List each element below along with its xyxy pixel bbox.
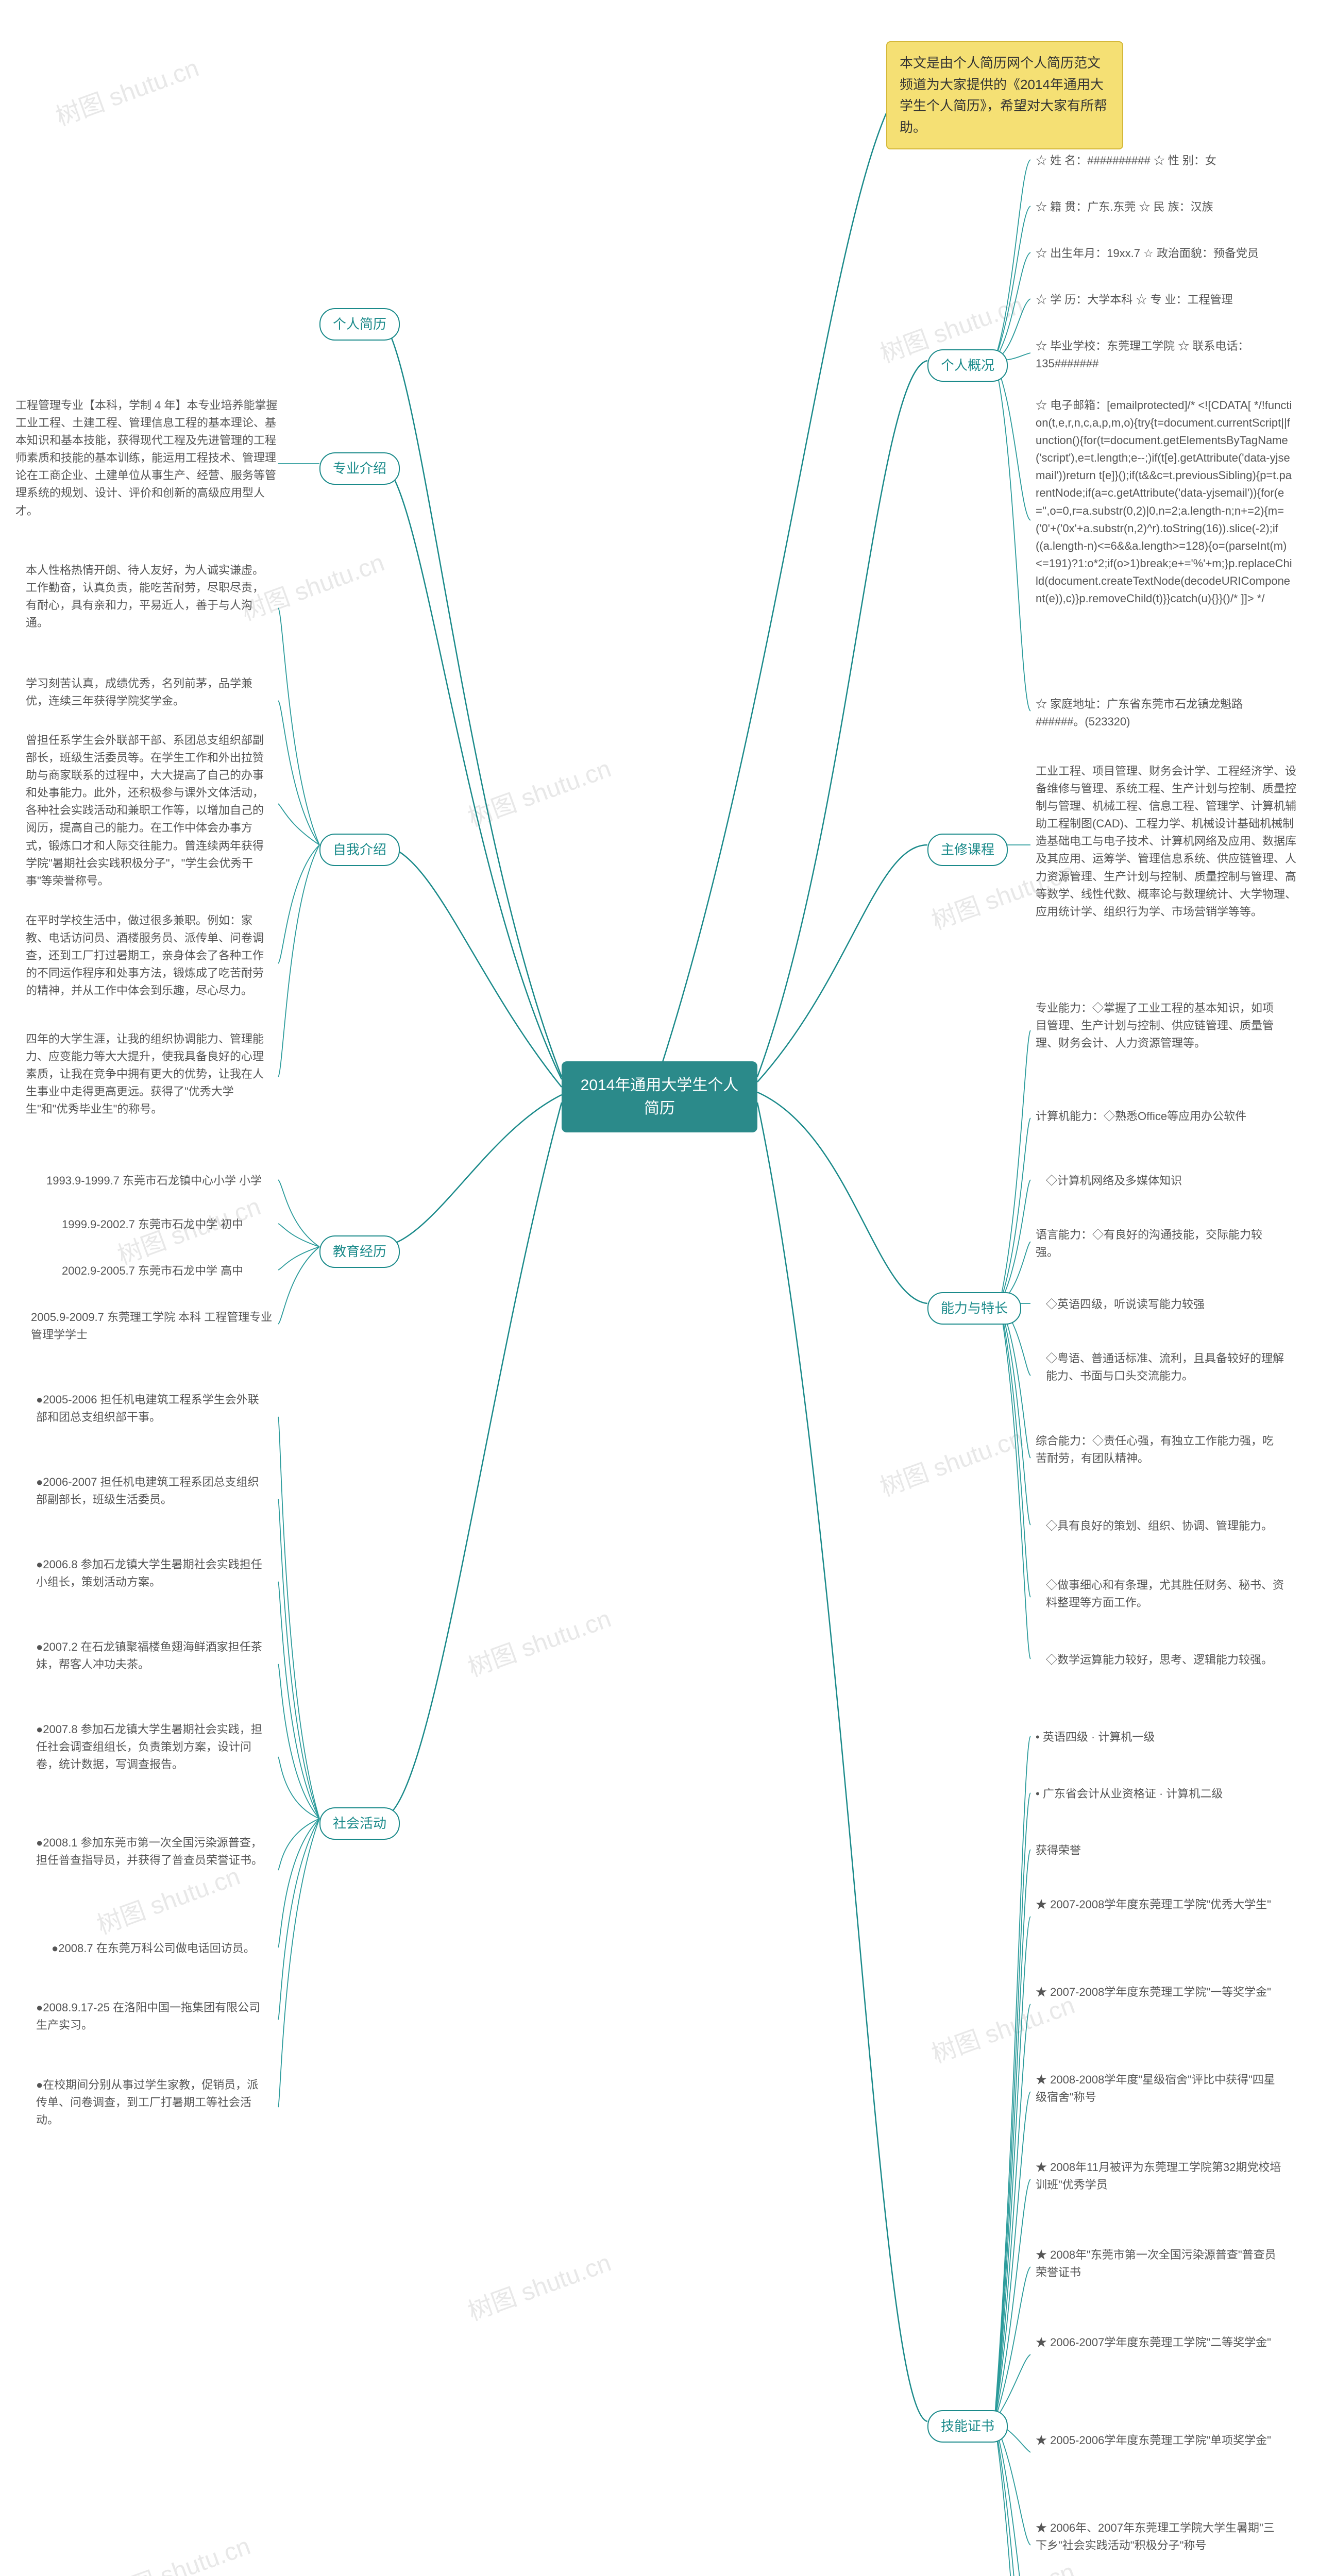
leaf-self-0: 本人性格热情开朗、待人友好，为人诚实谦虚。工作勤奋，认真负责，能吃苦耐劳，尽职尽…	[26, 562, 273, 632]
leaf-soc-5: ●2008.1 参加东莞市第一次全国污染源普查，担任普查指导员，并获得了普查员荣…	[36, 1834, 263, 1869]
branch-major-intro: 专业介绍	[319, 452, 400, 485]
leaf-self-2: 曾担任系学生会外联部干部、系团总支组织部副部长，班级生活委员等。在学生工作和外出…	[26, 732, 273, 890]
leaf-abil-1: 计算机能力：◇熟悉Office等应用办公软件	[1036, 1108, 1246, 1125]
branch-self-intro: 自我介绍	[319, 834, 400, 866]
leaf-abil-6: 综合能力：◇责任心强，有独立工作能力强，吃苦耐劳，有团队精神。	[1036, 1432, 1283, 1467]
branch-profile: 个人概况	[927, 349, 1008, 382]
leaf-soc-7: ●2008.9.17-25 在洛阳中国一拖集团有限公司生产实习。	[36, 1999, 263, 2034]
leaf-abil-7: ◇具有良好的策划、组织、协调、管理能力。	[1046, 1517, 1273, 1535]
leaf-abil-0: 专业能力：◇掌握了工业工程的基本知识，如项目管理、生产计划与控制、供应链管理、质…	[1036, 999, 1283, 1052]
leaf-soc-6: ●2008.7 在东莞万科公司做电话回访员。	[52, 1940, 255, 1957]
leaf-edu-2: 2002.9-2005.7 东莞市石龙中学 高中	[62, 1262, 243, 1280]
leaf-self-4: 四年的大学生涯，让我的组织协调能力、管理能力、应变能力等大大提升，使我具备良好的…	[26, 1030, 273, 1118]
leaf-cert-2: 获得荣誉	[1036, 1842, 1081, 1859]
leaf-course-0: 工业工程、项目管理、财务会计学、工程经济学、设备维修与管理、系统工程、生产计划与…	[1036, 762, 1304, 921]
leaf-cert-10: ★ 2006年、2007年东莞理工学院大学生暑期"三下乡"社会实践活动"积极分子…	[1036, 2519, 1283, 2554]
leaf-prof-3: ☆ 学 历：大学本科 ☆ 专 业：工程管理	[1036, 291, 1233, 309]
leaf-cert-8: ★ 2006-2007学年度东莞理工学院"二等奖学金"	[1036, 2334, 1271, 2351]
leaf-abil-3: 语言能力：◇有良好的沟通技能，交际能力较强。	[1036, 1226, 1283, 1261]
leaf-prof-0: ☆ 姓 名：########## ☆ 性 别：女	[1036, 152, 1216, 170]
leaf-prof-6: ☆ 家庭地址：广东省东莞市石龙镇龙魁路######。(523320)	[1036, 696, 1283, 731]
root-node: 2014年通用大学生个人简历	[562, 1061, 757, 1132]
leaf-self-1: 学习刻苦认真，成绩优秀，名列前茅，品学兼优，连续三年获得学院奖学金。	[26, 675, 273, 710]
leaf-soc-3: ●2007.2 在石龙镇聚福楼鱼翅海鲜酒家担任茶妹，帮客人冲功夫茶。	[36, 1638, 263, 1673]
leaf-soc-0: ●2005-2006 担任机电建筑工程系学生会外联部和团总支组织部干事。	[36, 1391, 263, 1426]
branch-social: 社会活动	[319, 1807, 400, 1840]
leaf-cert-1: • 广东省会计从业资格证 · 计算机二级	[1036, 1785, 1223, 1803]
leaf-abil-5: ◇粤语、普通话标准、流利，且具备较好的理解能力、书面与口头交流能力。	[1046, 1350, 1293, 1385]
branch-courses: 主修课程	[927, 834, 1008, 866]
leaf-edu-3: 2005.9-2009.7 东莞理工学院 本科 工程管理专业 管理学学士	[31, 1309, 278, 1344]
intro-box: 本文是由个人简历网个人简历范文频道为大家提供的《2014年通用大学生个人简历》，…	[886, 41, 1123, 149]
leaf-prof-1: ☆ 籍 贯：广东.东莞 ☆ 民 族：汉族	[1036, 198, 1213, 216]
leaf-soc-2: ●2006.8 参加石龙镇大学生暑期社会实践担任小组长，策划活动方案。	[36, 1556, 263, 1591]
leaf-self-3: 在平时学校生活中，做过很多兼职。例如：家教、电话访问员、酒楼服务员、派传单、问卷…	[26, 912, 273, 999]
leaf-cert-3: ★ 2007-2008学年度东莞理工学院"优秀大学生"	[1036, 1896, 1271, 1913]
leaf-cert-9: ★ 2005-2006学年度东莞理工学院"单项奖学金"	[1036, 2432, 1271, 2449]
leaf-abil-4: ◇英语四级，听说读写能力较强	[1046, 1296, 1205, 1313]
leaf-cert-5: ★ 2008-2008学年度"星级宿舍"评比中获得"四星级宿舍"称号	[1036, 2071, 1283, 2106]
branch-education: 教育经历	[319, 1235, 400, 1268]
leaf-abil-8: ◇做事细心和有条理，尤其胜任财务、秘书、资料整理等方面工作。	[1046, 1577, 1293, 1612]
leaf-abil-2: ◇计算机网络及多媒体知识	[1046, 1172, 1182, 1190]
leaf-cert-0: • 英语四级 · 计算机一级	[1036, 1728, 1155, 1746]
branch-certificates: 技能证书	[927, 2410, 1008, 2443]
leaf-cert-4: ★ 2007-2008学年度东莞理工学院"一等奖学金"	[1036, 1984, 1271, 2001]
leaf-soc-1: ●2006-2007 担任机电建筑工程系团总支组织部副部长，班级生活委员。	[36, 1473, 263, 1509]
leaf-cert-7: ★ 2008年"东莞市第一次全国污染源普查"普查员荣誉证书	[1036, 2246, 1283, 2281]
leaf-major-0: 工程管理专业【本科，学制 4 年】本专业培养能掌握工业工程、土建工程、管理信息工…	[15, 397, 283, 520]
leaf-prof-5: ☆ 电子邮箱：[emailprotected]/* <![CDATA[ */!f…	[1036, 397, 1293, 607]
branch-ability: 能力与特长	[927, 1292, 1021, 1325]
branch-personal-resume: 个人简历	[319, 308, 400, 341]
leaf-abil-9: ◇数学运算能力较好，思考、逻辑能力较强。	[1046, 1651, 1273, 1669]
leaf-prof-4: ☆ 毕业学校：东莞理工学院 ☆ 联系电话：135#######	[1036, 337, 1283, 372]
leaf-prof-2: ☆ 出生年月：19xx.7 ☆ 政治面貌：预备党员	[1036, 245, 1259, 262]
leaf-soc-8: ●在校期间分别从事过学生家教，促销员，派传单、问卷调查，到工厂打暑期工等社会活动…	[36, 2076, 263, 2129]
leaf-edu-1: 1999.9-2002.7 东莞市石龙中学 初中	[62, 1216, 243, 1233]
leaf-cert-6: ★ 2008年11月被评为东莞理工学院第32期党校培训班"优秀学员	[1036, 2159, 1283, 2194]
leaf-edu-0: 1993.9-1999.7 东莞市石龙镇中心小学 小学	[46, 1172, 262, 1190]
leaf-soc-4: ●2007.8 参加石龙镇大学生暑期社会实践，担任社会调查组组长，负责策划方案，…	[36, 1721, 263, 1773]
